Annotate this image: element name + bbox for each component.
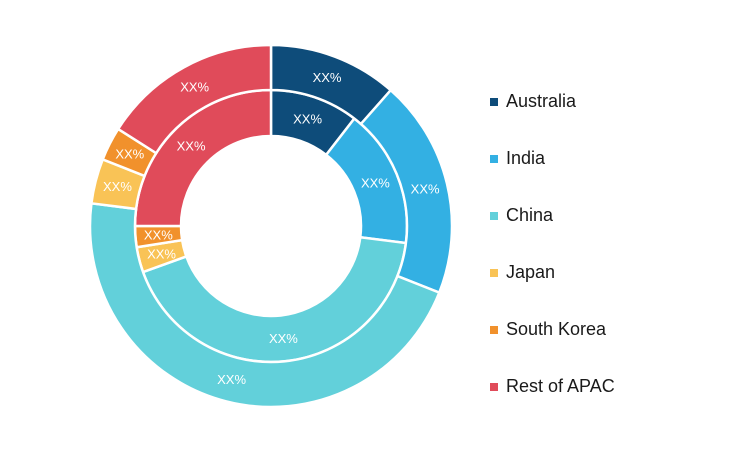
outer-label-japan: XX% <box>103 179 132 194</box>
inner-label-south-korea: XX% <box>144 227 173 242</box>
chart-legend: Australia India China Japan South Korea Rest … <box>490 73 615 415</box>
legend-item-australia: Australia <box>490 73 615 130</box>
legend-swatch <box>490 382 498 391</box>
legend-label: Japan <box>506 262 556 282</box>
outer-label-china: XX% <box>217 372 246 387</box>
legend-item-south-korea: South Korea <box>490 301 615 358</box>
outer-label-south-korea: XX% <box>115 147 144 162</box>
legend-item-india: India <box>490 130 615 187</box>
inner-label-china: XX% <box>269 331 298 346</box>
legend-swatch <box>490 268 498 277</box>
outer-label-rest-of-apac: XX% <box>180 80 209 95</box>
legend-label: South Korea <box>506 319 607 339</box>
outer-slice-rest-of-apac <box>116 43 273 155</box>
inner-label-japan: XX% <box>147 247 176 262</box>
outer-label-india: XX% <box>411 181 440 196</box>
legend-swatch <box>490 154 498 163</box>
legend-item-china: China <box>490 187 615 244</box>
legend-swatch <box>490 211 498 220</box>
legend-swatch <box>490 97 498 106</box>
legend-item-japan: Japan <box>490 244 615 301</box>
legend-item-rest-of-apac: Rest of APAC <box>490 358 615 415</box>
legend-label: Rest of APAC <box>506 376 615 396</box>
legend-label: India <box>506 148 546 168</box>
outer-slice-china <box>88 201 441 409</box>
legend-label: China <box>506 205 554 225</box>
inner-label-india: XX% <box>361 175 390 190</box>
inner-label-australia: XX% <box>293 112 322 127</box>
legend-label: Australia <box>506 91 577 111</box>
inner-label-rest-of-apac: XX% <box>177 139 206 154</box>
legend-swatch <box>490 325 498 334</box>
outer-label-australia: XX% <box>313 70 342 85</box>
